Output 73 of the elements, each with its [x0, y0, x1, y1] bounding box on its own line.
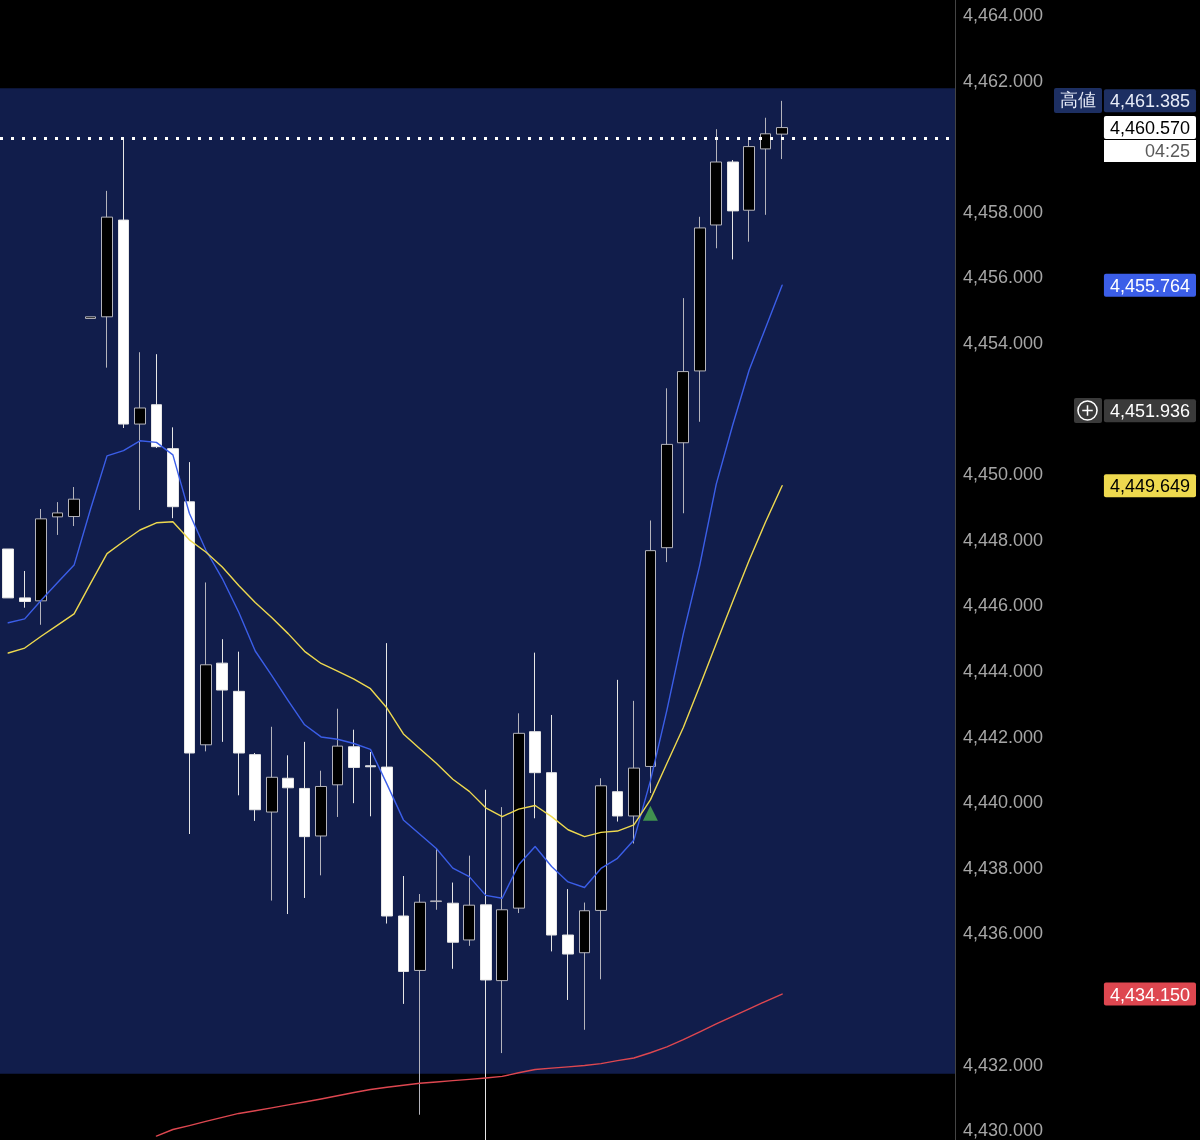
- y-tick-label: 4,448.000: [963, 529, 1044, 550]
- y2-tick-label: 4,460.570: [1109, 118, 1190, 139]
- candlestick: [760, 117, 771, 216]
- y2-tick-label: 4,434.150: [1109, 984, 1190, 1005]
- candlestick: [151, 353, 162, 449]
- y-tick-label: 4,438.000: [963, 857, 1044, 878]
- candlestick: [134, 351, 146, 511]
- candlestick: [496, 806, 508, 1054]
- candlestick: [101, 190, 113, 369]
- candlestick: [513, 712, 525, 914]
- candlestick: [447, 882, 459, 970]
- candlestick: [463, 855, 475, 947]
- y-tick-label: 4,464.000: [963, 5, 1044, 26]
- y-tick-label: 4,458.000: [963, 201, 1044, 222]
- candlestick: [332, 708, 343, 818]
- candlestick: [612, 679, 623, 823]
- line-series: [7, 485, 783, 838]
- line-series: [7, 284, 783, 899]
- candlestick: [200, 581, 212, 752]
- y-tick-label: 4,430.000: [963, 1120, 1044, 1140]
- candlestick: [167, 426, 179, 519]
- y-tick-label: 4,432.000: [963, 1054, 1044, 1075]
- candlestick: [381, 642, 393, 925]
- candlestick: [645, 519, 656, 794]
- candlestick: [710, 128, 722, 249]
- y-tick-label: 4,454.000: [963, 333, 1044, 354]
- text: 高値: [1053, 88, 1102, 114]
- y-tick-label: 4,462.000: [963, 70, 1044, 91]
- candlestick: [299, 741, 310, 899]
- candlestick: [216, 638, 228, 743]
- y2-tick-label: 4,449.649: [1109, 476, 1190, 497]
- candlestick: [266, 726, 278, 902]
- y-tick-label: 4,436.000: [963, 923, 1044, 944]
- candlestick: [694, 216, 706, 423]
- candlestick: [365, 751, 376, 817]
- candlestick: [529, 652, 541, 819]
- candlestick: [628, 700, 640, 845]
- candlestick: [52, 501, 63, 536]
- candlestick: [85, 316, 96, 319]
- candlestick: [743, 137, 755, 243]
- y2-tick-label: 4,461.385: [1109, 91, 1190, 112]
- candlestick: [727, 159, 739, 260]
- candlestick: [546, 714, 557, 952]
- candlestick: [282, 754, 294, 915]
- y2-tick-label: 4,455.764: [1109, 275, 1190, 296]
- candlestick: [315, 770, 327, 876]
- candlestick: [35, 508, 47, 626]
- y-tick-label: 4,442.000: [963, 726, 1044, 747]
- candlestick: [677, 297, 689, 514]
- candlestick: [430, 847, 442, 911]
- candlestick: [776, 100, 788, 160]
- candlestick: [184, 461, 195, 835]
- candlestick: [398, 875, 409, 1005]
- candlestick: [348, 729, 360, 804]
- candlestick: [249, 752, 261, 822]
- line-series: [155, 993, 783, 1137]
- text: 04:25: [1103, 140, 1196, 163]
- candlestick: [414, 893, 426, 1116]
- candlestick: [233, 651, 245, 796]
- candlestick: [2, 548, 14, 599]
- candlestick: [68, 486, 80, 527]
- candlestick: [661, 387, 673, 563]
- y-tick-label: 4,446.000: [963, 595, 1044, 616]
- candlestick: [19, 570, 31, 609]
- y-tick-label: 4,456.000: [963, 267, 1044, 288]
- candlestick: [562, 888, 574, 1001]
- y-tick-label: 4,450.000: [963, 464, 1044, 485]
- candlestick: [480, 789, 492, 1140]
- y-tick-label: 4,444.000: [963, 661, 1044, 682]
- candlestick: [595, 777, 607, 980]
- y2-tick-label: 4,451.936: [1109, 401, 1190, 422]
- y-tick-label: 4,440.000: [963, 792, 1044, 813]
- candlestick: [579, 902, 590, 1031]
